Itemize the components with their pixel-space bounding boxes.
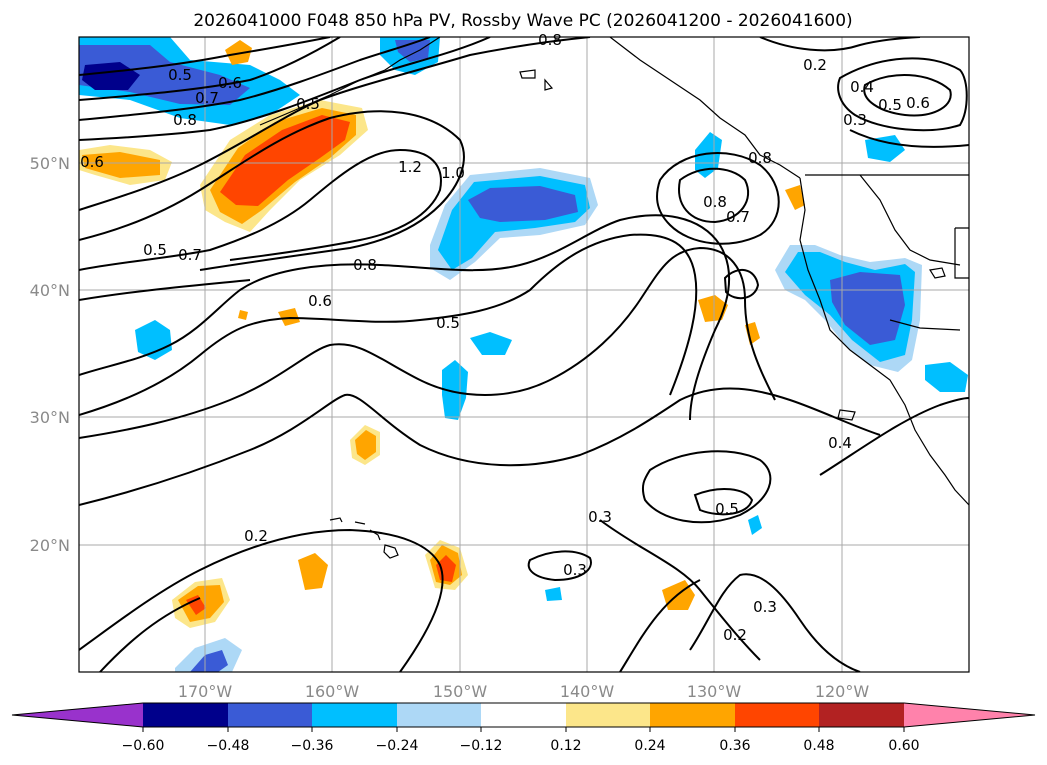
negative-anomaly-small-2: [470, 332, 512, 355]
latitude-labels: 50°N 40°N 30°N 20°N: [30, 154, 70, 555]
contour-label: 0.6: [906, 94, 930, 112]
contour-label: 0.2: [803, 56, 827, 74]
positive-anomaly-small-2: [278, 308, 300, 326]
contour-label: 0.5: [168, 66, 192, 84]
negative-anomaly-small-8: [545, 587, 562, 601]
colorbar-segment: [481, 703, 566, 727]
colorbar-tick-label: −0.48: [207, 738, 250, 754]
lon-label: 120°W: [815, 682, 870, 701]
colorbar-tick-label: −0.24: [376, 738, 419, 754]
contour-label: 0.7: [195, 89, 219, 107]
negative-anomaly-small-4: [695, 132, 722, 178]
contour-label: 1.2: [398, 158, 422, 176]
negative-anomaly-small-5: [865, 135, 905, 162]
contour-label: 0.3: [843, 111, 867, 129]
contour-labels: 0.5 0.6 0.7 0.8 0.5 0.6 1.2 1.0 0.5 0.7 …: [80, 31, 930, 644]
negative-anomaly-small-6: [925, 362, 968, 392]
contour-label: 0.8: [748, 149, 772, 167]
contour-label: 0.4: [828, 434, 852, 452]
negative-anomaly-small-9-core: [190, 650, 228, 672]
contour-label: 0.3: [588, 508, 612, 526]
positive-anomaly-small-7: [298, 553, 328, 590]
contour-label: 0.2: [723, 626, 747, 644]
lon-label: 160°W: [305, 682, 360, 701]
longitude-labels: 170°W 160°W 150°W 140°W 130°W 120°W: [178, 682, 870, 701]
positive-anomaly-small-6: [745, 322, 760, 345]
lon-label: 130°W: [687, 682, 742, 701]
lon-label: 140°W: [560, 682, 615, 701]
contour-label: 0.3: [753, 598, 777, 616]
positive-anomaly-w-core: [82, 152, 160, 178]
colorbar-segment: [143, 703, 228, 727]
contour-label: 0.6: [218, 74, 242, 92]
colorbar-segment: [312, 703, 397, 727]
colorbar-tick-label: −0.60: [122, 738, 165, 754]
lon-label: 150°W: [433, 682, 488, 701]
lon-label: 170°W: [178, 682, 233, 701]
colorbar-tick-label: 0.24: [634, 738, 665, 754]
contour-label: 0.8: [353, 256, 377, 274]
positive-anomaly-small-8-core: [436, 555, 456, 582]
negative-anomaly-small-3: [442, 360, 468, 420]
colorbar-tick-label: −0.12: [460, 738, 503, 754]
contour-label: 0.6: [308, 292, 332, 310]
contour-label: 0.8: [173, 111, 197, 129]
contour-label: 0.4: [850, 78, 874, 96]
colorbar-tick-label: 0.48: [803, 738, 834, 754]
positive-anomaly-small-1: [225, 40, 252, 65]
colorbar-segment: [228, 703, 312, 727]
contour-label: 0.5: [715, 500, 739, 518]
colorbar-segment: [819, 703, 904, 727]
contour-label: 0.3: [563, 561, 587, 579]
map-panel: 0.5 0.6 0.7 0.8 0.5 0.6 1.2 1.0 0.5 0.7 …: [78, 31, 970, 673]
figure-title: 2026041000 F048 850 hPa PV, Rossby Wave …: [193, 11, 852, 31]
colorbar-extend-low: [12, 703, 143, 727]
contour-label: 0.6: [80, 153, 104, 171]
graticule: [79, 37, 969, 672]
contour-label: 0.7: [726, 208, 750, 226]
contour-label: 0.2: [244, 527, 268, 545]
negative-anomaly-central-core: [468, 186, 578, 222]
contour-label: 0.5: [436, 314, 460, 332]
positive-anomaly-small-4-core: [355, 430, 376, 460]
lat-label: 40°N: [30, 281, 70, 300]
map-background: [79, 37, 969, 672]
colorbar-tick-label: 0.60: [888, 738, 919, 754]
positive-anomaly-central-strong: [220, 115, 350, 206]
colorbar-tick-label: 0.36: [719, 738, 750, 754]
negative-anomaly-small-1: [135, 320, 172, 360]
colorbar-tick-label: −0.36: [291, 738, 334, 754]
colorbar-tick-label: 0.12: [550, 738, 581, 754]
colorbar-extend-high: [904, 703, 1035, 727]
contour-label: 1.0: [441, 164, 465, 182]
colorbar-segment: [397, 703, 481, 727]
colorbar-segment: [735, 703, 819, 727]
lat-label: 20°N: [30, 536, 70, 555]
contour-label: 0.5: [878, 96, 902, 114]
coastlines: [259, 37, 969, 559]
pv-contours: [79, 37, 969, 672]
contour-label: 0.7: [178, 246, 202, 264]
positive-anomaly-small-11: [785, 185, 805, 210]
colorbar: −0.60 −0.48 −0.36 −0.24 −0.12 0.12 0.24 …: [11, 702, 1036, 754]
contour-label: 0.5: [296, 95, 320, 113]
contour-label: 0.5: [143, 241, 167, 259]
contour-label: 0.8: [538, 31, 562, 49]
lat-label: 30°N: [30, 408, 70, 427]
map-frame: [78, 36, 970, 673]
negative-anomaly-nw-extreme: [82, 62, 140, 90]
positive-anomaly-small-9-core: [186, 595, 206, 615]
lat-label: 50°N: [30, 154, 70, 173]
positive-anomaly-small-3: [238, 310, 248, 320]
contour-label: 0.8: [703, 193, 727, 211]
colorbar-segment: [650, 703, 735, 727]
colorbar-segment: [566, 703, 650, 727]
negative-anomaly-small-7: [748, 515, 762, 535]
